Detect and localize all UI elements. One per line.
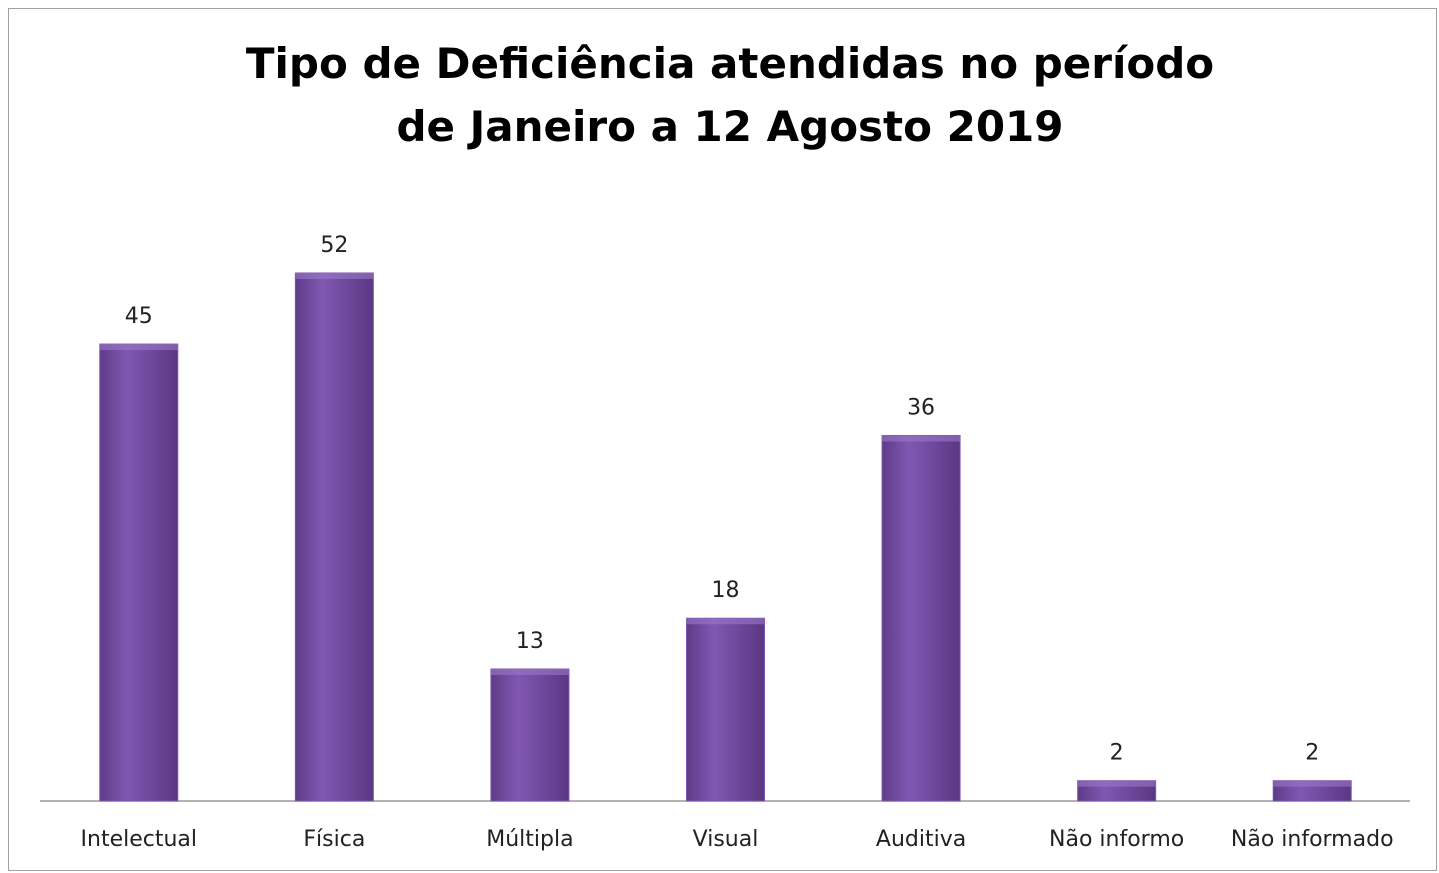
data-label: 36: [907, 395, 935, 420]
bar-highlight: [295, 273, 374, 279]
chart-title: Tipo de Deficiência atendidas no período…: [245, 39, 1215, 151]
bar: [881, 434, 961, 802]
x-tick-label: Múltipla: [486, 827, 573, 852]
bar-highlight: [1077, 780, 1156, 787]
bar-highlight: [686, 618, 765, 625]
bar-highlight: [490, 669, 569, 675]
x-tick-label: Intelectual: [81, 827, 198, 852]
bar: [294, 272, 374, 802]
bar-highlight: [1273, 780, 1352, 787]
data-label: 52: [320, 233, 348, 258]
data-label: 2: [1110, 741, 1124, 766]
data-label: 13: [516, 629, 544, 654]
data-label: 18: [712, 578, 740, 603]
bar: [490, 668, 570, 802]
bar-highlight: [882, 435, 961, 442]
x-tick-label: Física: [303, 827, 365, 852]
data-label: 2: [1305, 741, 1319, 766]
chart-frame: [8, 8, 1437, 871]
x-tick-label: Auditiva: [876, 827, 966, 852]
x-tick-label: Não informo: [1049, 827, 1184, 852]
bar-highlight: [99, 344, 178, 351]
x-tick-label: Não informado: [1231, 827, 1394, 852]
bar: [686, 617, 765, 802]
bar: [99, 343, 179, 802]
data-label: 45: [125, 304, 153, 329]
x-tick-label: Visual: [693, 827, 759, 852]
